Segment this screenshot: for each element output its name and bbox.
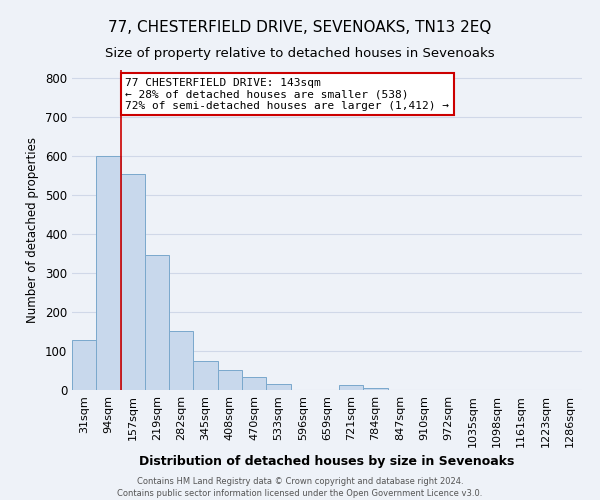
Bar [121,174,145,390]
Bar [96,156,121,390]
Text: Contains HM Land Registry data © Crown copyright and database right 2024.: Contains HM Land Registry data © Crown c… [137,477,463,486]
Bar [72,340,96,390]
Bar [169,332,193,390]
X-axis label: Distribution of detached houses by size in Sevenoaks: Distribution of detached houses by size … [139,455,515,468]
Bar [339,386,364,390]
Bar [364,388,388,390]
Y-axis label: Number of detached properties: Number of detached properties [26,137,40,323]
Text: 77 CHESTERFIELD DRIVE: 143sqm
← 28% of detached houses are smaller (538)
72% of : 77 CHESTERFIELD DRIVE: 143sqm ← 28% of d… [125,78,449,111]
Bar [193,360,218,390]
Bar [218,370,242,390]
Text: Size of property relative to detached houses in Sevenoaks: Size of property relative to detached ho… [105,48,495,60]
Bar [242,377,266,390]
Text: 77, CHESTERFIELD DRIVE, SEVENOAKS, TN13 2EQ: 77, CHESTERFIELD DRIVE, SEVENOAKS, TN13 … [109,20,491,35]
Bar [145,254,169,390]
Bar [266,384,290,390]
Text: Contains public sector information licensed under the Open Government Licence v3: Contains public sector information licen… [118,488,482,498]
